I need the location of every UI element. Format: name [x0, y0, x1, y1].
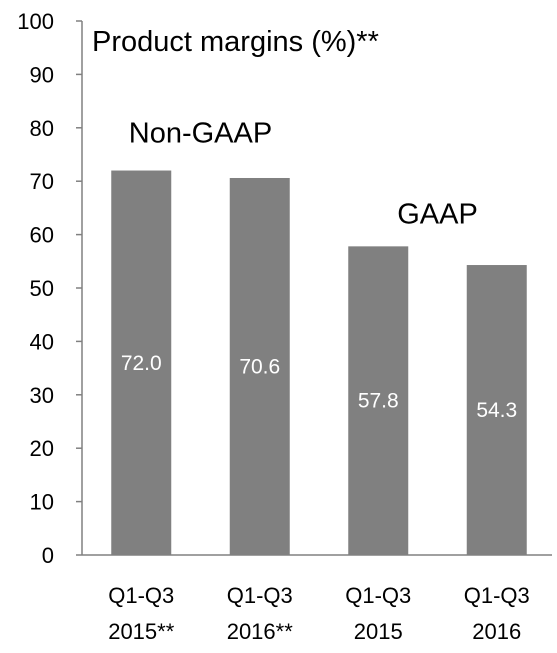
- bar: [229, 177, 290, 555]
- x-tick-label: Q1-Q3: [345, 583, 411, 608]
- bar-value-label: 54.3: [476, 399, 517, 422]
- x-axis-ticks: Q1-Q3 2015** Q1-Q3 2016** Q1-Q3 2015 Q1-Q3 2016: [108, 583, 530, 644]
- x-tick-label: 2016: [472, 619, 521, 644]
- y-tick-label: 100: [17, 9, 54, 34]
- y-axis-ticks: 0 10 20 30 40 50 60 70 80 90 100: [17, 9, 82, 568]
- x-tick-label: Q1-Q3: [227, 583, 293, 608]
- x-tick-label: 2016**: [227, 619, 294, 644]
- group-label: Non-GAAP: [129, 118, 272, 150]
- group-label: GAAP: [397, 198, 478, 230]
- bar-value-label: 70.6: [239, 355, 280, 378]
- y-tick-label: 70: [30, 169, 54, 194]
- y-tick-label: 80: [30, 116, 54, 141]
- bar: [348, 246, 409, 555]
- x-tick-label: Q1-Q3: [108, 583, 174, 608]
- y-tick-label: 40: [30, 329, 54, 354]
- y-tick-label: 20: [30, 436, 54, 461]
- bars: [111, 170, 527, 555]
- bar-value-label: 72.0: [121, 352, 162, 375]
- bar: [466, 265, 527, 555]
- value-labels: 72.0 70.6 57.8 54.3: [121, 352, 517, 422]
- y-tick-label: 0: [42, 543, 54, 568]
- y-tick-label: 60: [30, 223, 54, 248]
- y-tick-label: 50: [30, 276, 54, 301]
- y-tick-label: 90: [30, 62, 54, 87]
- y-tick-label: 30: [30, 383, 54, 408]
- x-tick-label: 2015: [354, 619, 403, 644]
- bar: [111, 170, 172, 555]
- x-tick-label: 2015**: [108, 619, 175, 644]
- bar-value-label: 57.8: [358, 390, 399, 413]
- y-tick-label: 10: [30, 490, 54, 515]
- group-labels: Non-GAAP GAAP: [129, 118, 478, 231]
- x-tick-label: Q1-Q3: [464, 583, 530, 608]
- chart-title: Product margins (%)**: [92, 26, 379, 58]
